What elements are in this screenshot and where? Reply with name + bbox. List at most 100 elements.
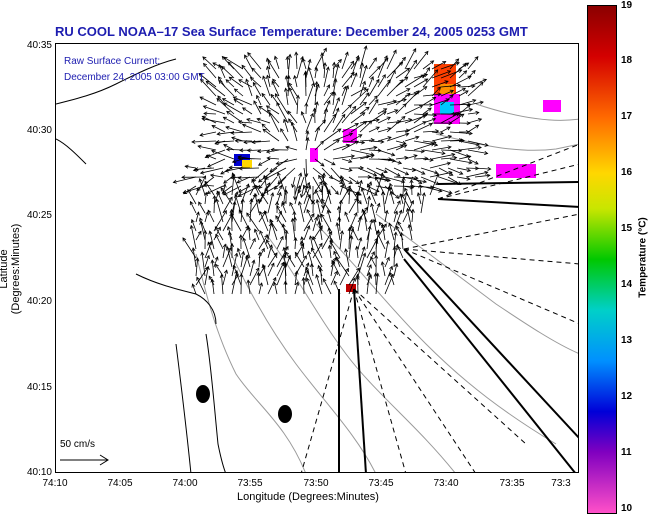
current-vector-head xyxy=(397,160,403,165)
current-vector xyxy=(368,126,380,133)
current-vector-head xyxy=(275,201,280,206)
current-vector-head xyxy=(227,61,232,66)
current-vector xyxy=(233,96,253,106)
current-vector xyxy=(286,56,289,70)
current-vector xyxy=(215,264,224,277)
current-vector xyxy=(359,92,370,106)
current-vector xyxy=(305,267,314,286)
current-vector xyxy=(203,113,217,115)
current-vector xyxy=(401,194,413,214)
current-vector-head xyxy=(350,225,355,230)
current-vector xyxy=(274,282,278,295)
current-vector-head xyxy=(455,58,460,63)
current-vector xyxy=(259,211,269,232)
coastline xyxy=(56,58,226,472)
current-vector xyxy=(344,212,350,223)
current-vector-head xyxy=(389,265,393,270)
current-vector-head xyxy=(215,263,219,268)
current-vector xyxy=(203,105,226,115)
current-vector-head xyxy=(434,69,439,74)
current-vector xyxy=(203,63,217,79)
current-vector-head xyxy=(376,230,380,235)
current-vector-head xyxy=(444,80,449,85)
current-vector-head xyxy=(259,230,264,235)
current-vector-head xyxy=(265,74,270,79)
current-vector xyxy=(276,185,283,196)
current-vector xyxy=(199,178,206,196)
current-vector xyxy=(361,187,368,205)
current-vector-head xyxy=(375,126,380,131)
map-panel[interactable] xyxy=(55,43,579,473)
current-vector xyxy=(348,277,356,295)
current-vector xyxy=(254,193,260,214)
current-vector-head xyxy=(236,247,241,252)
colorbar-tick: 13 xyxy=(621,335,633,346)
current-vector-head xyxy=(437,86,442,91)
current-vector xyxy=(377,74,386,88)
map-canvas xyxy=(56,45,578,472)
current-vector-head xyxy=(229,208,234,213)
current-vector xyxy=(283,185,287,205)
current-vector-head xyxy=(304,102,309,107)
current-vector-head xyxy=(375,272,380,277)
current-vector xyxy=(330,167,344,182)
current-vector-head xyxy=(435,173,440,178)
current-vector xyxy=(206,154,217,160)
current-vector-head xyxy=(363,45,368,50)
current-vector-head xyxy=(202,56,207,61)
current-vector xyxy=(386,99,407,106)
current-vector-head xyxy=(393,231,398,236)
current-vector xyxy=(247,52,262,70)
current-vector-head xyxy=(366,183,371,188)
current-vector xyxy=(195,167,215,170)
current-vector-head xyxy=(245,183,250,188)
current-vector-head xyxy=(251,140,256,145)
current-vector xyxy=(458,70,467,79)
current-vector-head xyxy=(303,255,307,260)
current-vector xyxy=(225,167,242,172)
current-vector xyxy=(262,76,271,97)
current-vector-head xyxy=(280,128,284,133)
current-vector xyxy=(258,252,261,268)
current-vector xyxy=(395,67,410,79)
current-vector-head xyxy=(182,189,187,194)
current-vector xyxy=(312,217,318,232)
current-vector-head xyxy=(372,172,378,177)
current-vector-head xyxy=(200,251,205,256)
current-vector xyxy=(458,147,482,151)
current-vector xyxy=(195,231,202,241)
current-vector-head xyxy=(396,200,401,205)
current-vector-head xyxy=(246,212,251,217)
current-vector xyxy=(386,61,403,79)
current-vector xyxy=(332,144,350,151)
current-vector-head xyxy=(355,191,360,196)
current-vector-head xyxy=(241,250,246,256)
current-vector-head xyxy=(212,194,217,200)
current-vector xyxy=(192,283,197,295)
current-vector-head xyxy=(288,82,293,87)
current-vector xyxy=(303,182,310,196)
current-vector xyxy=(227,61,244,79)
current-vector xyxy=(357,216,362,232)
current-vector xyxy=(393,210,402,232)
current-vector xyxy=(357,253,366,277)
current-vector-head xyxy=(205,265,210,271)
current-vector-head xyxy=(265,149,271,154)
current-vector xyxy=(381,261,386,277)
current-vector xyxy=(322,278,332,295)
current-vector xyxy=(447,167,463,175)
current-vector xyxy=(440,84,461,88)
current-vector-head xyxy=(253,100,258,105)
current-vector-head xyxy=(222,183,227,188)
current-vector xyxy=(288,87,298,106)
current-vector-head xyxy=(405,132,410,137)
current-vector xyxy=(371,203,377,223)
current-vector-head xyxy=(333,280,338,285)
current-vector-head xyxy=(368,181,373,186)
current-vector xyxy=(274,56,280,70)
current-vector-head xyxy=(311,247,315,252)
current-vector-head xyxy=(321,172,326,177)
current-vector xyxy=(266,105,280,115)
current-vector-head xyxy=(261,265,266,270)
current-vector-head xyxy=(261,247,265,252)
